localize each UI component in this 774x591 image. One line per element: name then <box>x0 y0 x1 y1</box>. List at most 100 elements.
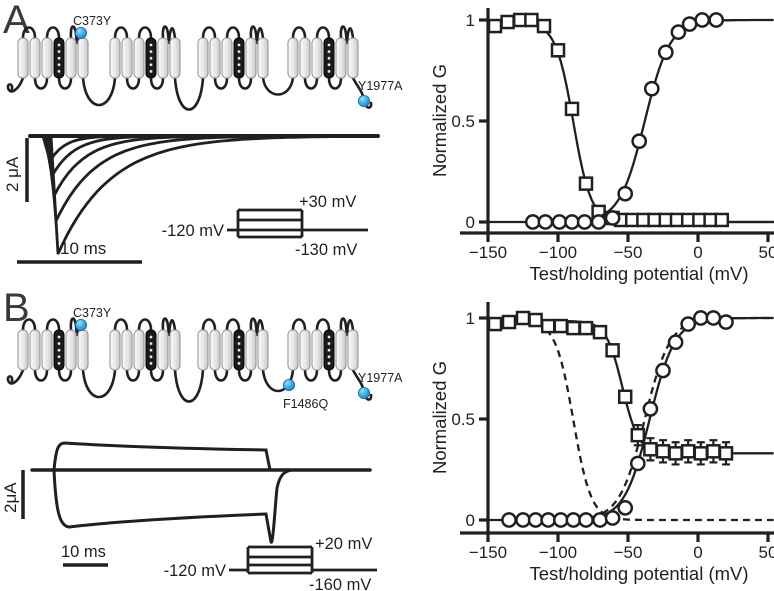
square-data-marker <box>501 314 517 330</box>
current-scale-label: 2 μA <box>3 156 22 192</box>
extracellular-loop <box>137 318 153 332</box>
s4-charge-dot <box>57 341 61 346</box>
mutation-label-c373y: C373Y <box>73 306 112 320</box>
intracellular-loop <box>57 76 73 90</box>
circle-data-marker <box>670 24 687 40</box>
s4-charge-dot <box>57 56 61 60</box>
circle-data-marker <box>657 44 674 61</box>
step-box <box>236 208 304 239</box>
square-data-marker <box>528 312 543 328</box>
panel-b-schematic-and-traces: C373Y F1486Q Y1977A 2μA 10 ms -120 mV +20 mV -1… <box>1 306 403 591</box>
circle-data-marker <box>604 210 621 226</box>
square-data-marker <box>592 324 608 340</box>
circle-data-marker <box>515 512 531 528</box>
n-terminus <box>6 76 25 93</box>
transmembrane-segment <box>29 37 41 79</box>
transmembrane-segment <box>299 37 311 79</box>
circle-data-marker <box>617 500 634 516</box>
circle-data-marker <box>681 16 698 32</box>
holding-label: -120 mV <box>164 562 226 580</box>
mutation-label-y1977a: Y1977A <box>358 371 403 385</box>
s4-charge-dot <box>327 335 331 339</box>
extracellular-loop <box>315 26 331 40</box>
transmembrane-segment <box>121 329 133 371</box>
axes <box>460 8 774 242</box>
extracellular-loop <box>113 318 129 332</box>
intracellular-loop <box>237 76 253 90</box>
x-tick-label: −150 <box>469 543 507 562</box>
x-axis-title: Test/holding potential (mV) <box>529 563 748 584</box>
step-top-label: +20 mV <box>315 535 372 553</box>
pore-loop <box>161 317 177 337</box>
extracellular-loop <box>21 318 37 332</box>
transmembrane-segment <box>77 37 89 79</box>
transmembrane-segment <box>209 37 221 79</box>
intracellular-loop <box>237 368 253 382</box>
x-tick-label: −150 <box>469 243 507 262</box>
mutation-ball <box>75 318 88 331</box>
x-tick-label: −50 <box>614 243 643 262</box>
mutation-ball <box>357 95 370 108</box>
transmembrane-segment <box>347 37 359 79</box>
panel-a-schematic-and-traces: C373Y Y1977A 2 μA 10 ms -120 mV +30 mV -130 mV <box>3 14 403 264</box>
square-data-marker <box>536 18 552 34</box>
square-data-marker <box>693 446 709 461</box>
transmembrane-segment <box>245 37 257 79</box>
transmembrane-segment <box>157 37 169 79</box>
extracellular-loop <box>45 318 61 332</box>
transmembrane-segment <box>109 37 121 79</box>
step-bottom-label: -130 mV <box>295 241 357 259</box>
y-tick-label: 1 <box>466 11 475 30</box>
s4-charge-dot <box>237 43 241 47</box>
inward-current-trace <box>52 468 294 544</box>
mutation-ball <box>75 26 88 39</box>
circle-data-marker <box>576 214 593 230</box>
transmembrane-segment <box>347 329 359 371</box>
square-data-marker <box>630 427 646 443</box>
transmembrane-segment <box>109 329 121 371</box>
circle-data-marker <box>667 334 684 351</box>
circle-data-marker <box>604 510 621 526</box>
circle-data-marker <box>617 185 634 202</box>
s4-charge-dot <box>149 69 153 74</box>
square-data-marker <box>487 18 503 34</box>
s4-charge-dot <box>57 361 61 366</box>
square-data-marker <box>578 320 594 336</box>
s4-charge-dot <box>149 361 153 366</box>
x-tick-label: 50 <box>759 243 774 262</box>
s4-charge-dot <box>149 341 153 346</box>
circle-data-marker <box>631 133 648 150</box>
extracellular-loop <box>201 318 217 332</box>
interdomain-linker <box>81 368 117 399</box>
circle-data-marker <box>705 310 722 326</box>
intracellular-loop <box>125 76 141 90</box>
extracellular-loop <box>201 26 217 40</box>
circle-data-marker <box>718 314 734 330</box>
x-tick-label: 0 <box>693 543 702 562</box>
circle-data-marker <box>642 401 659 417</box>
circle-data-marker <box>680 316 697 332</box>
circle-data-marker <box>565 512 582 528</box>
s4-charge-dot <box>57 355 61 359</box>
circle-data-marker <box>643 80 660 97</box>
panel-b-gv-chart: −150 −100 −50 0 50 0 0.5 1 Test/holding potentia… <box>429 302 774 584</box>
current-traces <box>30 441 372 544</box>
circle-data-marker <box>501 512 517 528</box>
y-tick-label: 0 <box>466 511 475 530</box>
transmembrane-segment <box>245 329 257 371</box>
pore-loop <box>339 317 355 337</box>
interdomain-linker <box>173 76 205 111</box>
circle-data-marker <box>629 455 646 472</box>
intracellular-loop <box>33 368 49 382</box>
x-tick-label: 50 <box>759 543 774 562</box>
s4-charge-dot <box>149 56 153 60</box>
pore-loop <box>249 25 265 45</box>
voltage-protocol <box>229 545 377 575</box>
transmembrane-segment <box>335 329 347 371</box>
transmembrane-segment <box>133 329 145 371</box>
transmembrane-segment <box>17 37 29 79</box>
circle-data-marker <box>552 512 569 528</box>
square-data-marker <box>540 318 556 334</box>
transmembrane-segment <box>257 329 269 371</box>
